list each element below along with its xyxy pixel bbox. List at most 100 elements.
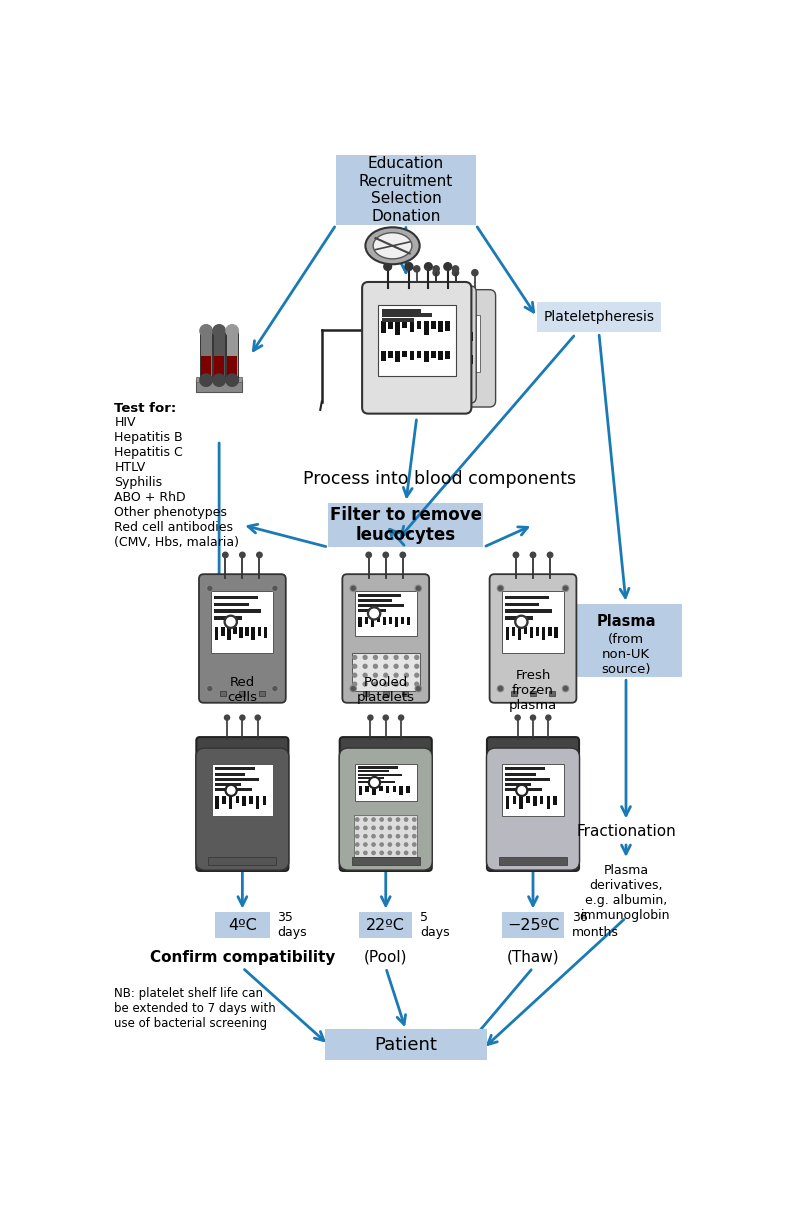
Bar bbox=[505, 788, 543, 791]
Circle shape bbox=[380, 843, 383, 846]
Bar bbox=[548, 627, 551, 636]
Circle shape bbox=[273, 686, 277, 690]
Text: Red
cells: Red cells bbox=[227, 676, 257, 705]
Bar bbox=[431, 352, 436, 358]
Bar bbox=[542, 627, 546, 641]
Bar bbox=[215, 788, 252, 791]
Circle shape bbox=[225, 785, 237, 796]
Circle shape bbox=[356, 827, 359, 829]
Circle shape bbox=[352, 656, 356, 659]
Circle shape bbox=[364, 664, 367, 668]
Circle shape bbox=[372, 851, 375, 855]
Circle shape bbox=[380, 827, 383, 829]
Circle shape bbox=[372, 827, 375, 829]
Bar bbox=[399, 786, 403, 796]
Bar bbox=[419, 355, 424, 362]
Bar bbox=[511, 691, 516, 696]
Circle shape bbox=[240, 715, 245, 721]
Circle shape bbox=[413, 827, 416, 829]
FancyBboxPatch shape bbox=[215, 913, 269, 938]
Bar bbox=[249, 796, 253, 804]
Bar bbox=[447, 332, 452, 341]
Bar bbox=[397, 311, 461, 369]
Bar bbox=[530, 691, 536, 696]
Bar bbox=[428, 328, 432, 337]
Circle shape bbox=[398, 715, 404, 721]
Circle shape bbox=[224, 615, 238, 629]
Text: (Thaw): (Thaw) bbox=[507, 950, 559, 966]
Circle shape bbox=[356, 818, 359, 822]
Bar bbox=[400, 352, 405, 358]
Text: HIV
Hepatitis B
Hepatitis C
HTLV
Syphilis
ABO + RhD
Other phenotypes
Red cell an: HIV Hepatitis B Hepatitis C HTLV Syphili… bbox=[115, 416, 239, 549]
Circle shape bbox=[547, 552, 553, 557]
FancyBboxPatch shape bbox=[196, 748, 289, 870]
Bar bbox=[226, 331, 238, 380]
Bar bbox=[505, 616, 533, 620]
Circle shape bbox=[388, 818, 391, 822]
FancyBboxPatch shape bbox=[502, 913, 564, 938]
Bar bbox=[358, 777, 384, 780]
Circle shape bbox=[405, 834, 408, 838]
Circle shape bbox=[518, 787, 526, 795]
Circle shape bbox=[352, 587, 355, 590]
Circle shape bbox=[531, 715, 535, 721]
Bar bbox=[433, 355, 438, 367]
Circle shape bbox=[366, 552, 371, 557]
Bar bbox=[505, 772, 536, 775]
Bar bbox=[440, 355, 445, 362]
Circle shape bbox=[444, 263, 451, 271]
Circle shape bbox=[200, 374, 212, 386]
Bar bbox=[505, 595, 549, 599]
Circle shape bbox=[367, 715, 373, 721]
Bar bbox=[395, 352, 400, 362]
Circle shape bbox=[213, 374, 226, 386]
Circle shape bbox=[515, 715, 520, 721]
Bar bbox=[506, 627, 509, 641]
Circle shape bbox=[364, 683, 367, 686]
Bar bbox=[414, 352, 419, 363]
Circle shape bbox=[272, 685, 278, 691]
Bar bbox=[526, 796, 530, 803]
Circle shape bbox=[368, 776, 380, 788]
Circle shape bbox=[413, 266, 420, 272]
Circle shape bbox=[352, 683, 356, 686]
Bar bbox=[382, 317, 414, 321]
Bar bbox=[211, 764, 273, 817]
FancyBboxPatch shape bbox=[339, 748, 432, 870]
Circle shape bbox=[472, 269, 478, 276]
Bar bbox=[355, 764, 417, 801]
Bar bbox=[393, 786, 396, 792]
Circle shape bbox=[388, 827, 391, 829]
Circle shape bbox=[372, 818, 375, 822]
Bar bbox=[402, 352, 407, 357]
Bar bbox=[426, 355, 431, 364]
Circle shape bbox=[498, 587, 502, 590]
FancyBboxPatch shape bbox=[340, 737, 432, 871]
Circle shape bbox=[415, 664, 419, 668]
Bar bbox=[436, 352, 440, 363]
Text: 22ºC: 22ºC bbox=[367, 918, 406, 932]
Circle shape bbox=[415, 683, 419, 686]
Bar bbox=[379, 786, 383, 791]
Bar bbox=[196, 380, 242, 392]
Bar bbox=[455, 332, 459, 343]
Circle shape bbox=[413, 851, 416, 855]
Circle shape bbox=[516, 785, 527, 796]
Bar bbox=[358, 609, 386, 613]
Bar bbox=[416, 315, 481, 373]
Bar bbox=[407, 352, 412, 360]
Circle shape bbox=[374, 656, 377, 659]
Circle shape bbox=[425, 263, 432, 271]
Bar bbox=[359, 786, 362, 796]
FancyBboxPatch shape bbox=[489, 574, 577, 702]
Circle shape bbox=[396, 827, 400, 829]
Circle shape bbox=[207, 685, 213, 691]
Circle shape bbox=[364, 851, 367, 855]
Circle shape bbox=[396, 818, 400, 822]
Circle shape bbox=[498, 686, 502, 690]
Circle shape bbox=[374, 664, 377, 668]
Circle shape bbox=[396, 851, 400, 855]
Text: Process into blood components: Process into blood components bbox=[303, 470, 577, 488]
Bar bbox=[440, 332, 445, 339]
Bar bbox=[421, 352, 425, 358]
